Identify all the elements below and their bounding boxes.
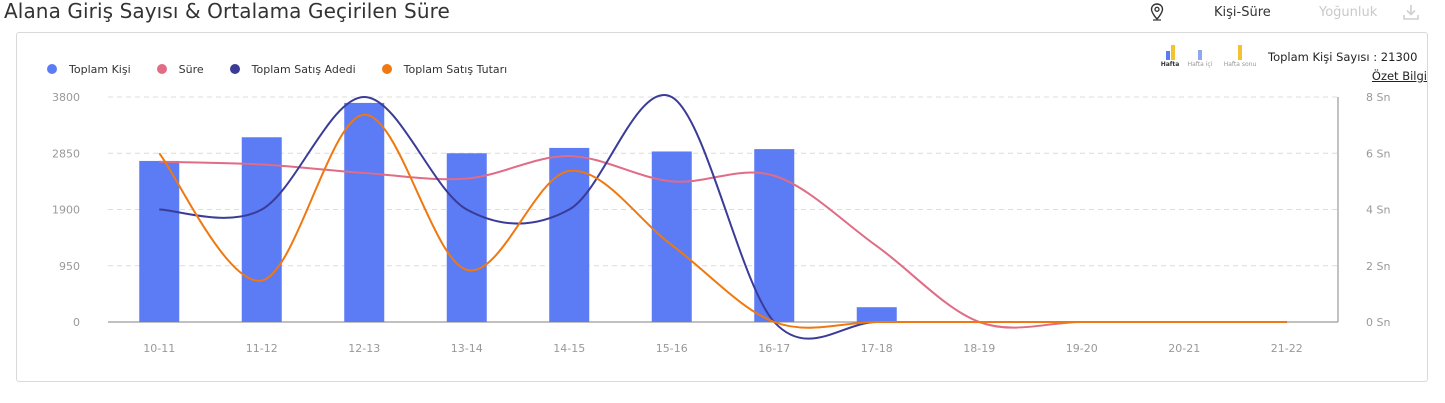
x-tick-label: 13-14 <box>451 342 483 355</box>
period-hafta-sonu[interactable]: Hafta sonu <box>1220 44 1260 68</box>
y-left-tick-label: 950 <box>59 260 80 273</box>
x-tick-label: 11-12 <box>246 342 278 355</box>
legend-dot <box>381 64 392 74</box>
legend-dot <box>156 64 167 74</box>
legend-dot <box>229 64 240 74</box>
x-tick-label: 20-21 <box>1168 342 1200 355</box>
period-label: Hafta içi <box>1187 61 1213 68</box>
legend-toplam-satis-adedi[interactable]: Toplam Satış Adedi <box>229 62 356 76</box>
x-tick-label: 14-15 <box>553 342 585 355</box>
legend-label: Toplam Kişi <box>69 62 131 76</box>
legend-label: Toplam Satış Tutarı <box>403 62 508 76</box>
bar <box>446 153 487 322</box>
legend-label: Toplam Satış Adedi <box>251 62 356 76</box>
period-hafta-ici[interactable]: Hafta içi <box>1180 44 1220 68</box>
y-right-tick-label: 2 Sn <box>1366 260 1390 273</box>
x-tick-label: 12-13 <box>348 342 380 355</box>
line-series-3 <box>158 113 1287 329</box>
chart-legend: Toplam Kişi Süre Toplam Satış Adedi Topl… <box>47 61 533 77</box>
map-pin-icon <box>1150 3 1164 21</box>
x-tick-label: 17-18 <box>861 342 893 355</box>
legend-dot <box>47 64 57 74</box>
y-left-tick-label: 1900 <box>52 204 80 217</box>
bar <box>856 307 897 322</box>
y-right-tick-label: 8 Sn <box>1366 91 1390 104</box>
y-right-tick-label: 6 Sn <box>1366 147 1390 160</box>
kisi-sure-tab[interactable]: Kişi-Süre <box>1214 4 1271 20</box>
line-series-1 <box>159 155 1287 329</box>
download-button[interactable] <box>1402 0 1424 24</box>
location-button[interactable] <box>1150 0 1170 24</box>
y-left-tick-label: 0 <box>73 316 80 329</box>
x-tick-label: 18-19 <box>963 342 995 355</box>
total-visitors: Toplam Kişi Sayısı : 21300 <box>1268 50 1418 64</box>
legend-label: Süre <box>178 62 204 76</box>
period-label: Hafta sonu <box>1223 61 1257 68</box>
legend-sure[interactable]: Süre <box>156 62 204 76</box>
x-tick-label: 21-22 <box>1271 342 1303 355</box>
y-left-tick-label: 3800 <box>52 91 80 104</box>
page-title: Alana Giriş Sayısı & Ortalama Geçirilen … <box>4 0 450 23</box>
legend-toplam-satis-tutari[interactable]: Toplam Satış Tutarı <box>381 62 508 76</box>
chart-card <box>16 32 1428 382</box>
x-tick-label: 16-17 <box>758 342 790 355</box>
summary-info-link[interactable]: Özet Bilgi <box>1371 69 1427 83</box>
line-series-2 <box>159 93 1287 340</box>
y-right-tick-label: 4 Sn <box>1366 204 1390 217</box>
legend-toplam-kisi[interactable]: Toplam Kişi <box>47 63 131 76</box>
period-hafta[interactable]: Hafta <box>1150 44 1190 68</box>
x-tick-label: 10-11 <box>143 342 175 355</box>
bar <box>344 102 385 322</box>
x-tick-label: 19-20 <box>1066 342 1098 355</box>
yogunluk-tab[interactable]: Yoğunluk <box>1319 4 1378 20</box>
bar <box>139 160 180 322</box>
download-icon <box>1403 5 1419 20</box>
period-label: Hafta <box>1160 61 1180 68</box>
y-right-tick-label: 0 Sn <box>1366 316 1390 329</box>
bar <box>754 149 795 322</box>
y-left-tick-label: 2850 <box>52 147 80 160</box>
bar <box>241 137 282 322</box>
x-tick-label: 15-16 <box>656 342 688 355</box>
bar <box>651 151 692 322</box>
bar <box>549 147 590 322</box>
